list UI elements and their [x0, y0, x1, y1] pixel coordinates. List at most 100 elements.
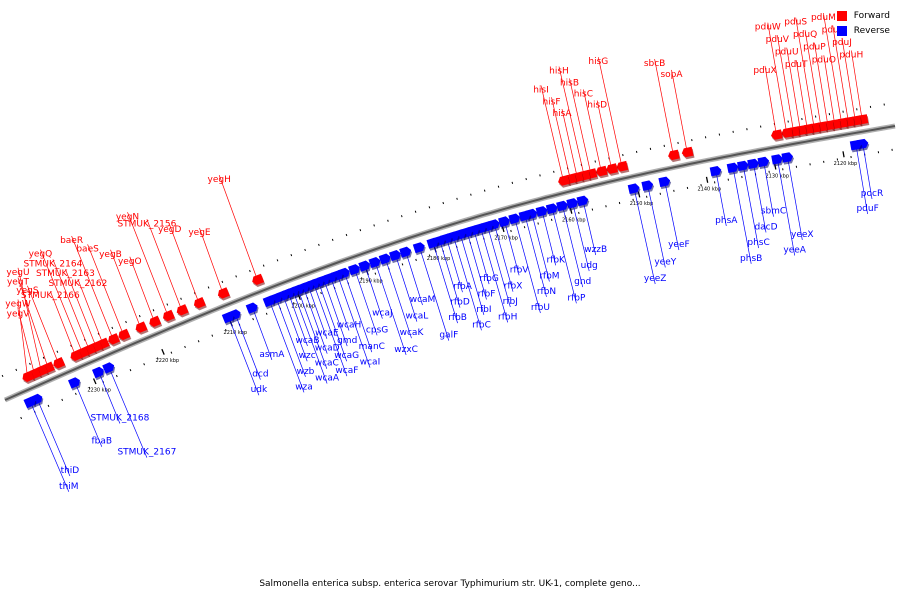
forward-leader-line [569, 78, 592, 174]
reverse-gene-arrow [221, 312, 234, 324]
major-tick [705, 176, 709, 183]
reverse-gene-label: rfbP [567, 293, 586, 303]
forward-gene-label: baeR [60, 236, 83, 246]
reverse-gene-label: gmd [337, 336, 357, 346]
minor-tick [415, 258, 417, 262]
reverse-leader-line [323, 280, 348, 347]
reverse-gene-arrow [348, 264, 360, 276]
forward-gene-label: sopA [660, 70, 683, 80]
forward-leader-line [764, 65, 777, 135]
minor-tick [42, 356, 45, 359]
minor-tick [304, 248, 306, 252]
minor-tick [156, 357, 159, 360]
forward-gene-arrow [606, 163, 618, 174]
reverse-gene-arrow [535, 206, 548, 217]
reverse-gene-label: yeeF [668, 240, 690, 250]
reverse-gene-label: STMUK_2168 [90, 414, 149, 424]
reverse-gene-arrow [757, 156, 770, 168]
minor-tick [143, 363, 145, 366]
reverse-leader-line [473, 230, 490, 285]
forward-leader-line [561, 109, 578, 178]
minor-tick [15, 368, 18, 372]
reverse-leader-line [562, 205, 584, 288]
legend-forward-label: Forward [853, 10, 890, 21]
reverse-gene-arrow [658, 176, 671, 188]
forward-leader-line [27, 285, 59, 364]
minor-tick [152, 309, 155, 312]
forward-leader-line [823, 12, 842, 124]
forward-gene-label: STMUK_2164 [23, 259, 82, 269]
forward-leader-line [795, 60, 808, 130]
reverse-leader-line [74, 382, 103, 447]
reverse-gene-label: wzc [299, 351, 316, 361]
reverse-leader-line [647, 185, 666, 268]
minor-tick [290, 253, 293, 257]
reverse-gene-label: wcaC [315, 359, 339, 369]
reverse-gene-label: gnd [574, 277, 591, 287]
minor-tick [359, 229, 362, 232]
reverse-gene-label: rfbC [472, 320, 491, 330]
forward-leader-line [71, 235, 114, 340]
reverse-leader-line [504, 221, 520, 276]
forward-gene-label: STMUK_2162 [48, 279, 107, 289]
forward-gene-arrow [217, 287, 230, 299]
forward-gene-label: STMUK_2156 [117, 219, 176, 229]
minor-tick [61, 398, 64, 402]
reverse-leader-line [855, 144, 868, 215]
reverse-gene-label: wcaF [335, 366, 358, 376]
reverse-gene-label: rfbM [539, 272, 559, 282]
reverse-gene-label: rfbU [531, 303, 550, 313]
reverse-leader-line [228, 316, 260, 396]
reverse-gene-label: dacD [754, 222, 777, 232]
forward-gene-arrow [558, 175, 570, 186]
reverse-leader-line [282, 295, 308, 362]
forward-gene-arrow [668, 149, 680, 161]
reverse-leader-line [36, 398, 71, 477]
reverse-gene-arrow [245, 302, 258, 314]
forward-gene-arrow [771, 129, 783, 140]
minor-tick [360, 277, 363, 280]
minor-tick [470, 193, 472, 196]
reverse-leader-line [308, 285, 328, 339]
forward-leader-line [795, 17, 815, 129]
tick-label: 2230 kbp [87, 387, 111, 393]
reverse-gene-label: rfbX [504, 282, 523, 292]
reverse-gene-label: fbaB [92, 437, 113, 447]
reverse-leader-line [453, 236, 482, 331]
sequence-caption: Salmonella enterica subsp. enterica sero… [259, 579, 641, 589]
minor-tick [414, 210, 417, 213]
reverse-leader-line [252, 307, 273, 361]
minor-tick [456, 197, 458, 200]
gene-arrow-layer [22, 114, 870, 411]
reverse-gene-label: phsB [740, 254, 762, 264]
reverse-leader-line [494, 224, 514, 292]
forward-gene-arrow [135, 321, 148, 333]
forward-leader-line [17, 267, 42, 371]
forward-leader-line [850, 50, 863, 120]
minor-tick [400, 215, 403, 218]
minor-tick [525, 177, 527, 181]
reverse-gene-arrow [378, 253, 391, 265]
forward-gene-label: pduL [822, 25, 844, 35]
reverse-gene-label: wcaJ [372, 309, 392, 319]
reverse-gene-label: yeeX [791, 230, 814, 240]
reverse-swatch [836, 25, 847, 36]
tick-label: 2130 kbp [765, 173, 789, 179]
minor-tick [387, 219, 389, 222]
forward-gene-label: pduP [803, 43, 826, 53]
gene-label-layer: pocR pduF yeeX yeeA sbmC dacD phsC phsB phsA yeeF… [5, 13, 883, 492]
forward-gene-label: pduV [766, 35, 790, 45]
reverse-gene-label: rfbF [478, 290, 496, 300]
forward-gene-label: yegH [208, 175, 231, 185]
reverse-gene-arrow [102, 362, 115, 374]
forward-gene-label: pduU [775, 48, 799, 58]
reverse-leader-line [787, 157, 803, 240]
forward-leader-line [49, 290, 76, 356]
forward-gene-label: yegU [6, 268, 29, 278]
reverse-gene-arrow [399, 246, 412, 258]
tick-label: 2220 kbp [156, 358, 180, 364]
forward-gene-label: yegB [99, 250, 122, 260]
forward-leader-line [786, 47, 801, 131]
reverse-gene-label: pocR [861, 189, 883, 199]
reverse-gene-label: rfbG [479, 274, 499, 284]
